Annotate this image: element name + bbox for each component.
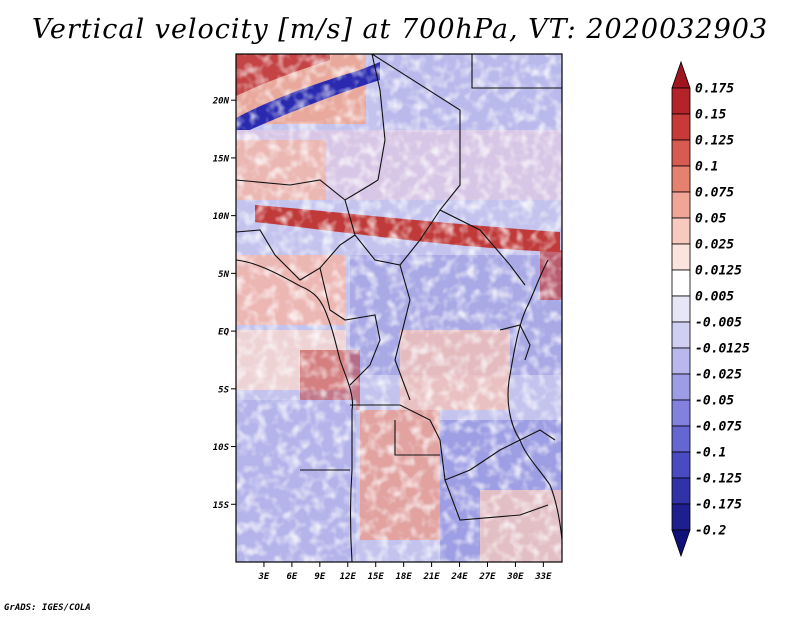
colorbar-swatch [671,113,691,141]
lat-tick-label: 20N [212,97,230,107]
colorbar-label: -0.1 [695,446,726,461]
lon-tick-label: 27E [478,572,496,582]
colorbar-label: -0.175 [695,498,742,513]
colorbar-swatch [671,347,691,375]
lon-tick-label: 9E [314,572,325,582]
colorbar-label: 0.005 [695,290,734,305]
lat-tick-label: 15N [213,154,230,164]
colorbar-swatch [671,425,691,453]
colorbar-label: -0.05 [695,394,734,409]
colorbar-swatch [671,295,691,323]
colorbar-swatch [671,165,691,193]
colorbar-arrow-top [671,60,691,89]
colorbar-label: -0.005 [695,316,742,331]
colorbar-label: -0.025 [695,368,742,383]
colorbar: 0.175 0.15 0.125 0.1 0.075 0.05 0.025 0.0125 0.0… [671,60,750,558]
colorbar-label: 0.125 [695,134,734,149]
lat-tick-label: EQ [218,328,229,338]
grads-credit: GrADS: IGES/COLA [4,603,91,613]
colorbar-label: 0.0125 [695,264,742,279]
colorbar-label: -0.2 [695,524,726,539]
colorbar-label: -0.0125 [695,342,750,357]
chart-title: Vertical velocity [m/s] at 700hPa, VT: 2… [31,14,769,45]
colorbar-swatch [671,139,691,167]
colorbar-swatch [671,477,691,505]
field-patches [236,54,562,562]
lat-tick-label: 10S [213,443,230,453]
borders [236,54,562,562]
colorbar-label: 0.1 [695,160,718,175]
lon-tick-label: 30E [506,572,524,582]
lat-tick-label: 15S [213,501,230,511]
colorbar-swatch [671,269,691,297]
colorbar-label: 0.15 [695,108,726,123]
colorbar-arrow-bottom [671,529,691,558]
colorbar-swatch [671,399,691,427]
lon-tick-label: 3E [258,572,270,582]
colorbar-swatch [671,451,691,479]
lon-tick-label: 18E [396,572,413,582]
lon-tick-label: 21E [422,572,440,582]
lon-tick-label: 15E [368,572,385,582]
colorbar-label: 0.05 [695,212,726,227]
colorbar-swatch [671,243,691,271]
colorbar-label: 0.175 [695,82,734,97]
colorbar-label: 0.025 [695,238,734,253]
lat-tick-label: 10N [213,212,230,222]
colorbar-label: -0.125 [695,472,742,487]
lon-tick-label: 24E [450,572,468,582]
longitude-axis: 3E 6E 9E 12E 15E 18E 21E 24E 27E 30E 33E [258,562,552,582]
latitude-axis: 20N 15N 10N 5N EQ 5S 10S 15S [212,97,236,511]
colorbar-swatch [671,87,691,115]
map-frame [235,53,563,563]
colorbar-label: -0.075 [695,420,742,435]
colorbar-label: 0.075 [695,186,734,201]
colorbar-swatch [671,191,691,219]
colorbar-swatch [671,503,691,531]
lon-tick-label: 6E [286,572,297,582]
map-panel: 20N 15N 10N 5N EQ 5S 10S 15S 3E 6E 9E 12E 15E 18E 21E… [212,53,563,582]
colorbar-swatch [671,321,691,349]
colorbar-swatch [671,217,691,245]
lat-tick-label: 5N [218,270,229,280]
lat-tick-label: 5S [218,385,229,395]
lon-tick-label: 33E [534,572,552,582]
lon-tick-label: 12E [340,572,357,582]
colorbar-swatch [671,373,691,401]
